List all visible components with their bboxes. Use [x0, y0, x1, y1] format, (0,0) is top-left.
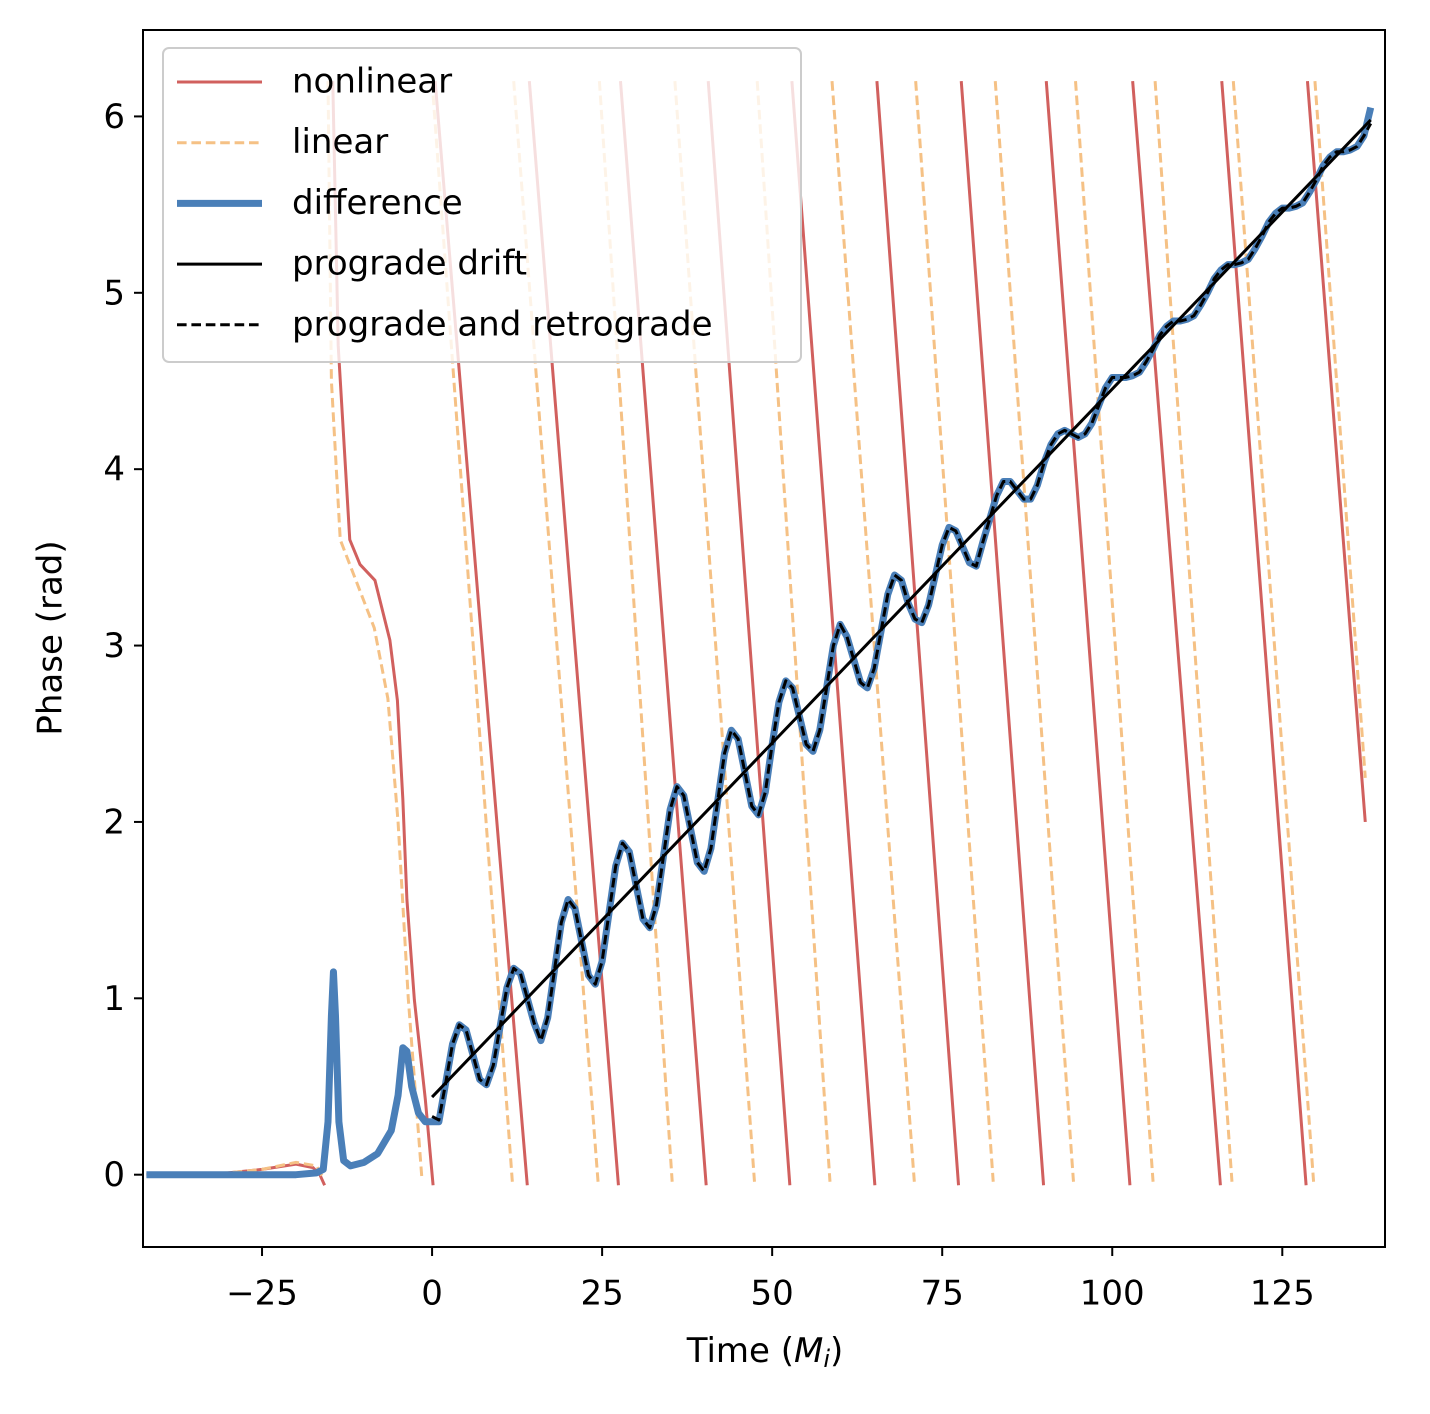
- y-tick-label: 6: [103, 97, 125, 137]
- legend-label: nonlinear: [292, 62, 452, 102]
- x-label-text: Time (: [686, 1331, 794, 1371]
- x-label-math: M: [794, 1331, 823, 1371]
- plot-area: [146, 81, 1375, 1186]
- x-tick-label: −25: [226, 1274, 298, 1314]
- legend-label: linear: [292, 122, 388, 162]
- x-axis-label: Time (Mi): [686, 1331, 844, 1374]
- legend-label: prograde and retrograde: [292, 304, 713, 344]
- legend-label: difference: [292, 183, 463, 223]
- series-line: [430, 118, 1372, 1099]
- x-tick-label: 100: [1080, 1274, 1145, 1314]
- y-tick-label: 5: [103, 273, 125, 313]
- legend: nonlinear linear difference prograde drift p…: [162, 47, 802, 363]
- y-tick-label: 4: [103, 450, 125, 490]
- y-tick-label: 2: [103, 802, 125, 842]
- axes-frame: [142, 29, 1386, 1248]
- series-line: [146, 81, 1367, 1182]
- x-tick-label: 25: [580, 1274, 623, 1314]
- y-tick-label: 0: [103, 1155, 125, 1195]
- y-tick-label: 3: [103, 626, 125, 666]
- x-tick-label: 125: [1250, 1274, 1315, 1314]
- legend-box: [162, 47, 802, 363]
- y-axis-label: Phase (rad): [31, 540, 71, 735]
- x-tick-label: 75: [921, 1274, 964, 1314]
- series-line: [431, 122, 1373, 1122]
- x-tick-label: 0: [421, 1274, 443, 1314]
- x-label-sub: i: [823, 1345, 830, 1373]
- legend-label: prograde drift: [292, 244, 527, 284]
- y-tick-label: 1: [103, 979, 125, 1019]
- x-tick-label: 50: [751, 1274, 794, 1314]
- x-label-text: ): [830, 1331, 843, 1371]
- series-line: [146, 81, 1367, 1186]
